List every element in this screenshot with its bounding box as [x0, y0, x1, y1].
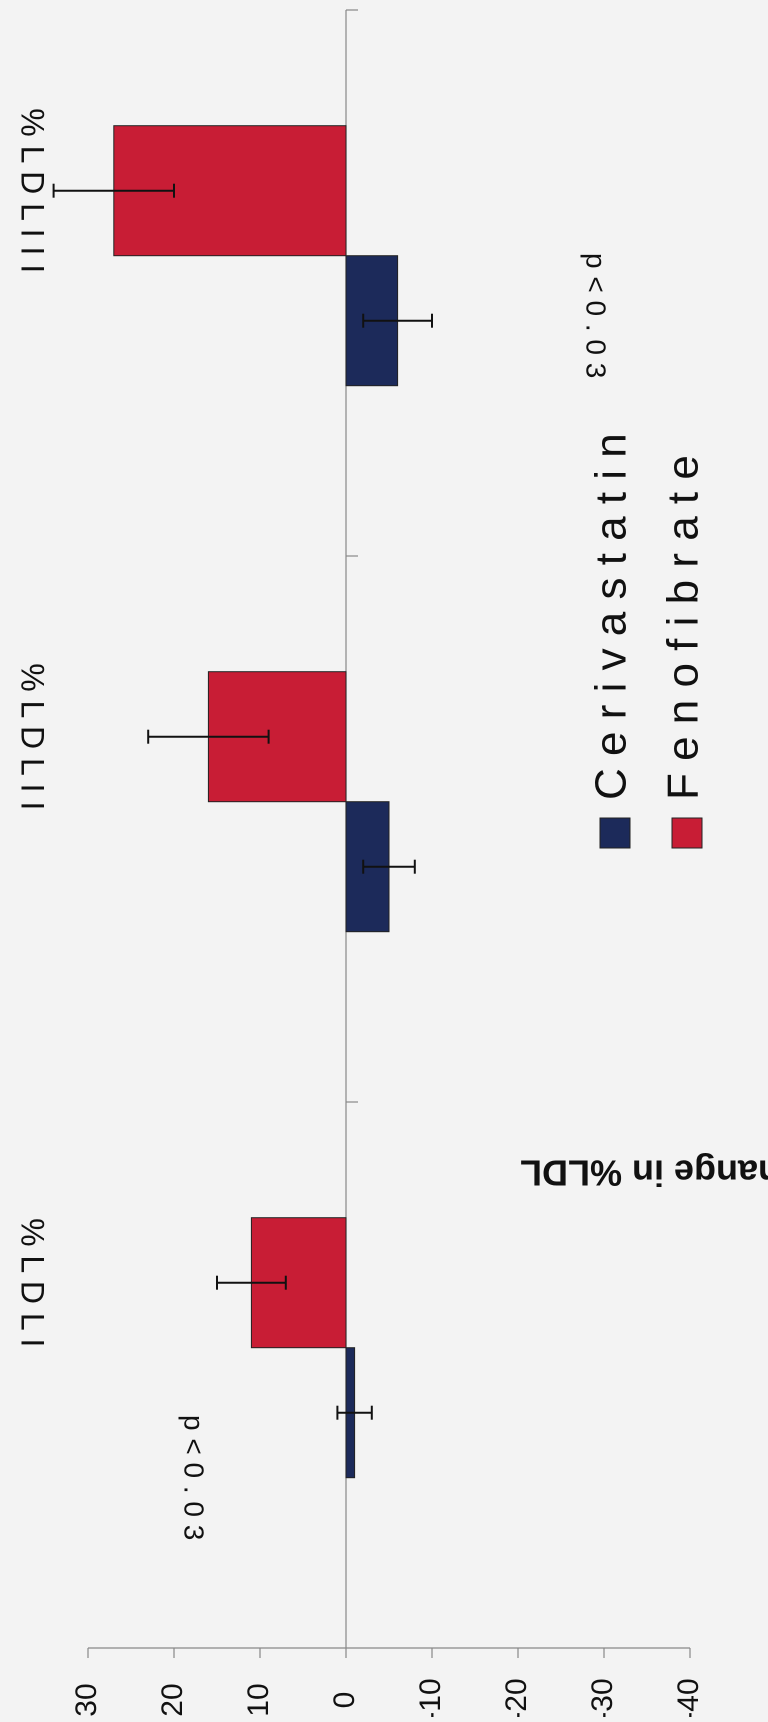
category-label: % L D L I [15, 1218, 51, 1347]
legend-label: F e n o f i b r a t e [659, 455, 708, 800]
legend-swatch [599, 817, 631, 849]
y-tick-label: -10 [414, 1678, 447, 1717]
bar-fenofibrate [207, 671, 347, 803]
y-tick-label: -20 [500, 1678, 533, 1717]
y-tick-label: 10 [242, 1683, 275, 1716]
y-tick-label: 0 [328, 1692, 361, 1709]
y-tick-label: 20 [156, 1683, 189, 1716]
y-tick-label: -30 [586, 1678, 619, 1717]
legend-label: C e r i v a s t a t i n [587, 433, 636, 800]
category-label: % L D L I I I [15, 108, 51, 273]
category-label: % L D L I I [15, 663, 51, 810]
legend-swatch [671, 817, 703, 849]
y-axis-title: Absolute Change in %LDL [520, 1152, 768, 1193]
y-tick-label: -40 [672, 1678, 705, 1717]
p-value-annotation: p < 0 . 0 3 [581, 253, 612, 378]
p-value-annotation: p < 0 . 0 3 [179, 1415, 210, 1540]
y-tick-label: 30 [70, 1683, 103, 1716]
